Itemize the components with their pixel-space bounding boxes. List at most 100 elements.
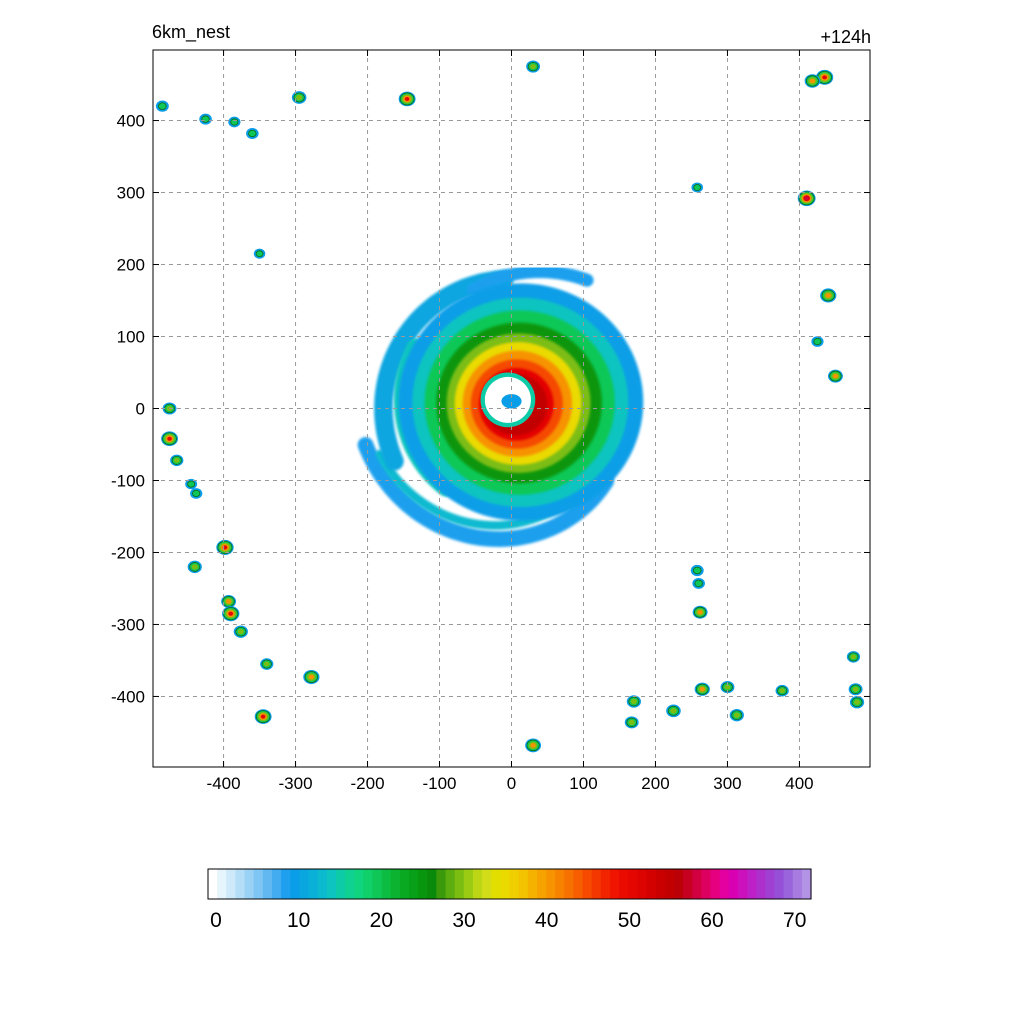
- colorbar-swatch: [619, 869, 629, 899]
- convective-cell: [850, 654, 857, 660]
- x-tick-label: 400: [785, 774, 813, 793]
- convective-cell: [694, 579, 703, 588]
- colorbar-tick-label: 50: [618, 909, 641, 932]
- y-tick-label: -100: [111, 471, 145, 490]
- convective-cell: [697, 610, 703, 615]
- colorbar-swatch: [555, 869, 565, 899]
- colorbar-swatch: [326, 869, 337, 899]
- colorbar-swatch: [354, 869, 364, 899]
- convective-cell: [187, 480, 196, 488]
- colorbar-swatch: [491, 869, 501, 899]
- panel-title-left: 6km_nest: [152, 22, 231, 42]
- colorbar-swatch: [409, 869, 419, 899]
- colorbar-swatch: [710, 869, 721, 899]
- colorbar-swatch: [308, 869, 319, 899]
- colorbar-swatch: [756, 869, 766, 899]
- colorbar-swatch: [290, 869, 300, 899]
- colorbar-swatch: [208, 869, 218, 899]
- colorbar-swatch: [573, 869, 584, 899]
- colorbar-swatch: [765, 869, 776, 899]
- colorbar-swatch: [317, 869, 328, 899]
- colorbar-swatch: [262, 869, 273, 899]
- x-tick-label: 100: [569, 774, 597, 793]
- colorbar-swatch: [281, 869, 291, 899]
- colorbar-tick-label: 20: [370, 909, 393, 932]
- colorbar-swatch: [783, 869, 794, 899]
- colorbar-swatch: [728, 869, 739, 899]
- colorbar-swatch: [628, 869, 639, 899]
- x-tick-label: 0: [507, 774, 516, 793]
- convective-cell: [192, 489, 201, 498]
- convective-cell: [699, 687, 705, 692]
- colorbar-swatch: [399, 869, 410, 899]
- colorbar-swatch: [372, 869, 383, 899]
- convective-cell: [173, 457, 180, 463]
- colorbar-swatch: [737, 869, 748, 899]
- colorbar-swatch: [655, 869, 666, 899]
- convective-cell: [296, 94, 303, 101]
- convective-cell: [167, 436, 172, 441]
- convective-cell: [779, 688, 786, 694]
- colorbar-swatch: [673, 869, 684, 899]
- colorbar-swatch: [747, 869, 757, 899]
- convective-cell: [804, 196, 809, 201]
- colorbar-swatch: [253, 869, 264, 899]
- colorbar-swatch: [427, 869, 438, 899]
- colorbar-swatch: [774, 869, 785, 899]
- convective-cell: [237, 629, 244, 635]
- convective-cell: [852, 686, 859, 692]
- colorbar-swatch: [610, 869, 620, 899]
- colorbar-swatch: [217, 869, 227, 899]
- colorbar-tick-label: 10: [287, 909, 310, 932]
- y-tick-label: -300: [111, 615, 145, 634]
- colorbar-swatch: [564, 869, 575, 899]
- colorbar-swatch: [701, 869, 712, 899]
- convective-cell: [228, 611, 234, 616]
- convective-cell: [853, 699, 861, 705]
- convective-cell: [263, 661, 270, 667]
- colorbar-swatch: [482, 869, 492, 899]
- colorbar-swatch: [235, 869, 246, 899]
- colorbar-swatch: [664, 869, 675, 899]
- convective-cell: [404, 96, 410, 101]
- convective-cell: [692, 566, 702, 575]
- convective-cell: [813, 337, 822, 346]
- convective-cell: [724, 684, 731, 690]
- colorbar-swatch: [454, 869, 465, 899]
- eye-interior-patch: [501, 394, 522, 409]
- colorbar-swatch: [363, 869, 374, 899]
- convective-cell: [628, 719, 635, 725]
- convective-cell: [630, 698, 637, 705]
- rain-rate-field: [155, 60, 865, 753]
- colorbar-swatch: [546, 869, 556, 899]
- colorbar-swatch: [436, 869, 447, 899]
- colorbar-swatch: [719, 869, 730, 899]
- colorbar-swatch: [801, 869, 812, 899]
- convective-cell: [308, 674, 315, 680]
- colorbar-swatch: [335, 869, 346, 899]
- colorbar-tick-label: 30: [452, 909, 475, 932]
- colorbar-swatch: [509, 869, 520, 899]
- y-tick-label: 100: [117, 328, 145, 347]
- colorbar-swatch: [527, 869, 538, 899]
- convective-cell: [255, 250, 264, 258]
- convective-cell: [825, 293, 831, 298]
- convective-cell: [260, 714, 266, 719]
- colorbar-swatch: [582, 869, 593, 899]
- convective-cell: [733, 712, 740, 718]
- convective-cell: [832, 373, 838, 379]
- convective-cell: [226, 599, 232, 604]
- y-tick-label: -400: [111, 687, 145, 706]
- colorbar-swatch: [345, 869, 355, 899]
- y-tick-label: 300: [117, 184, 145, 203]
- colorbar-tick-label: 70: [783, 909, 806, 932]
- colorbar-swatch: [418, 869, 428, 899]
- colorbar-tick-label: 0: [210, 909, 222, 932]
- x-tick-label: -300: [279, 774, 313, 793]
- convective-cell: [530, 63, 537, 70]
- colorbar-swatch: [445, 869, 456, 899]
- x-tick-label: 300: [713, 774, 741, 793]
- convective-cell: [693, 184, 702, 191]
- axis-ticks: -400 -300 -200 -100 0 100 200 300 400 400 300 200 10…: [111, 50, 870, 793]
- colorbar-tick-label: 60: [700, 909, 723, 932]
